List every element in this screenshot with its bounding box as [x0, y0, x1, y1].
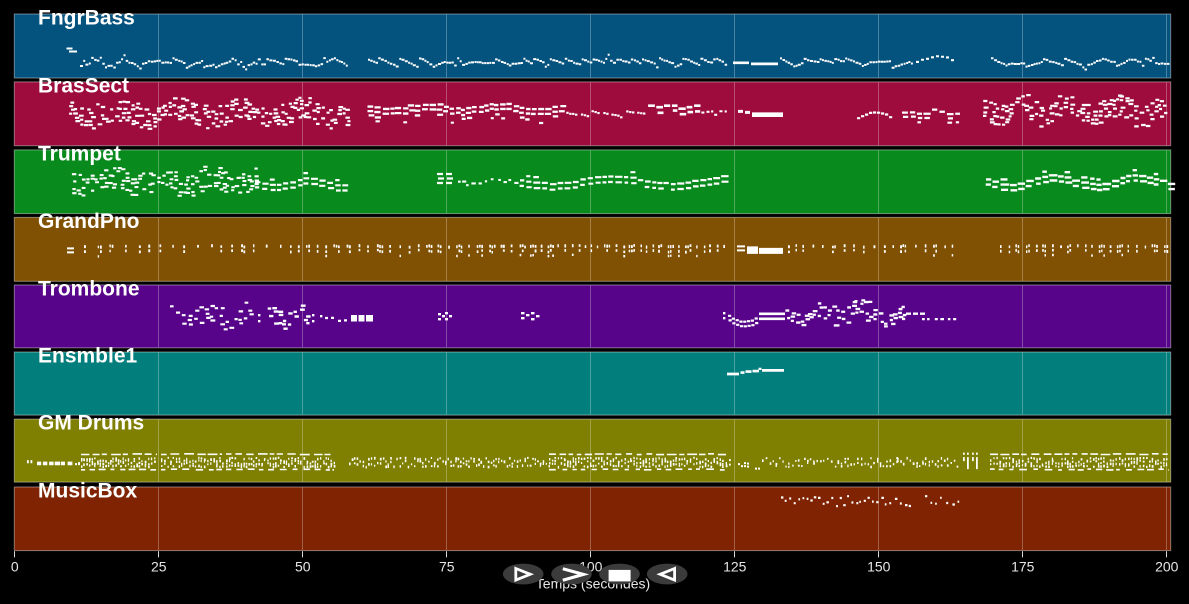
svg-text:MusicBox: MusicBox — [38, 480, 138, 503]
svg-text:BrasSect: BrasSect — [38, 74, 129, 97]
svg-text:Trumpet: Trumpet — [38, 142, 121, 165]
svg-text:50: 50 — [295, 559, 311, 575]
svg-text:75: 75 — [439, 559, 455, 575]
svg-text:125: 125 — [723, 559, 747, 575]
svg-text:0: 0 — [11, 559, 19, 575]
svg-text:Ensmble1: Ensmble1 — [38, 345, 138, 368]
svg-text:GrandPno: GrandPno — [38, 210, 140, 233]
svg-text:GM Drums: GM Drums — [38, 412, 144, 435]
svg-text:FngrBass: FngrBass — [38, 7, 135, 30]
svg-text:150: 150 — [867, 559, 891, 575]
svg-text:200: 200 — [1155, 559, 1179, 575]
svg-text:Trombone: Trombone — [38, 278, 140, 301]
svg-text:175: 175 — [1011, 559, 1035, 575]
svg-text:25: 25 — [151, 559, 167, 575]
